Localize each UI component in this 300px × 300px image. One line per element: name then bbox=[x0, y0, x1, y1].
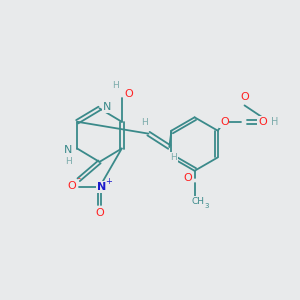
Text: H: H bbox=[141, 118, 147, 127]
Text: H: H bbox=[112, 81, 119, 90]
Text: O: O bbox=[66, 181, 75, 191]
Text: -: - bbox=[77, 174, 80, 183]
Text: CH: CH bbox=[191, 197, 204, 206]
Text: +: + bbox=[106, 177, 112, 186]
Text: N: N bbox=[103, 102, 111, 112]
Text: H: H bbox=[65, 158, 72, 166]
Text: O: O bbox=[124, 88, 133, 98]
Text: 3: 3 bbox=[205, 202, 209, 208]
Text: N: N bbox=[64, 145, 73, 155]
Text: H: H bbox=[271, 117, 278, 127]
Text: O: O bbox=[220, 117, 229, 127]
Text: O: O bbox=[68, 181, 76, 191]
Text: H: H bbox=[170, 153, 177, 162]
Text: O: O bbox=[258, 117, 267, 127]
Text: N: N bbox=[97, 182, 106, 192]
Text: O: O bbox=[95, 208, 104, 218]
Text: O: O bbox=[240, 92, 249, 101]
Text: O: O bbox=[184, 173, 192, 183]
